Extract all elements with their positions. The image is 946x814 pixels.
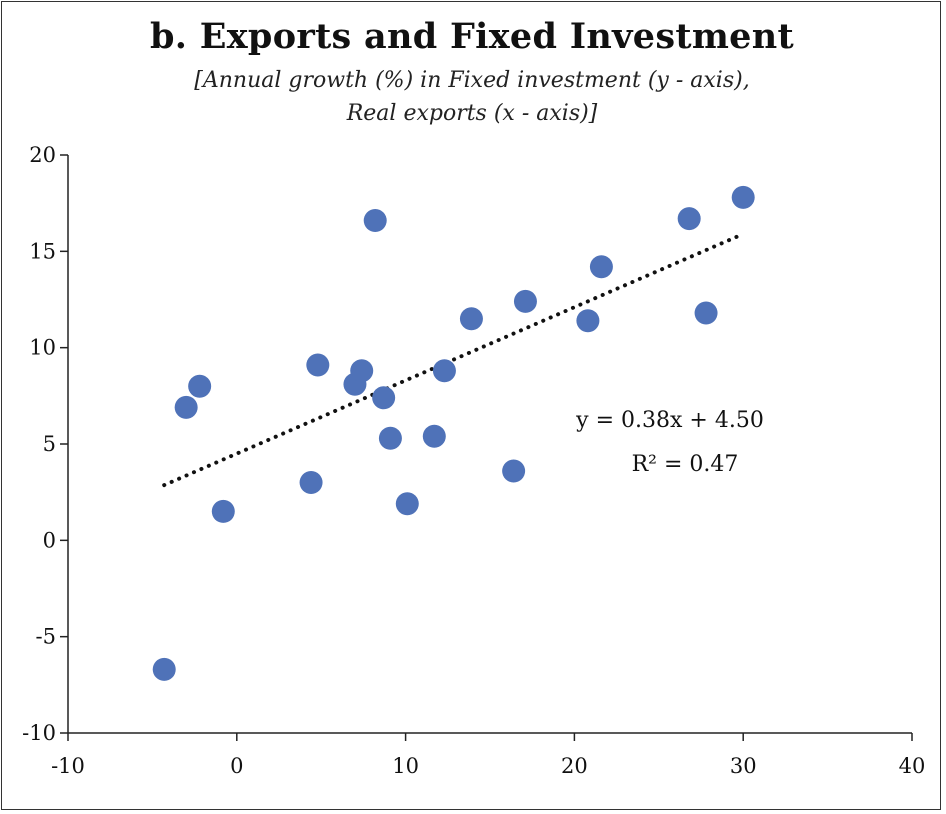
- data-point: [299, 471, 323, 495]
- data-point: [432, 359, 456, 383]
- x-tick-label: 30: [730, 754, 757, 778]
- data-point: [378, 426, 402, 450]
- y-tick-label: -10: [22, 721, 56, 745]
- chart-title: b. Exports and Fixed Investment: [150, 16, 794, 57]
- data-point: [694, 301, 718, 325]
- axes: -10 -5 0 5 10 15 20 -10 0 10 20 30 40: [22, 143, 925, 778]
- y-tick-label: 10: [29, 336, 56, 360]
- data-point: [459, 307, 483, 331]
- data-point: [211, 499, 235, 523]
- y-tick-label: 0: [43, 528, 56, 552]
- data-point: [677, 207, 701, 231]
- data-point: [350, 359, 374, 383]
- data-point: [576, 309, 600, 333]
- data-point: [513, 289, 537, 313]
- data-point: [372, 386, 396, 410]
- data-point: [395, 492, 419, 516]
- data-point: [363, 209, 387, 233]
- trendline-equation: y = 0.38x + 4.50: [575, 408, 764, 433]
- data-point: [502, 459, 526, 483]
- y-tick-label: 5: [43, 432, 56, 456]
- x-tick-label: 40: [899, 754, 926, 778]
- x-tick-label: 20: [561, 754, 588, 778]
- data-point: [589, 255, 613, 279]
- y-tick-label: 15: [29, 239, 56, 263]
- trendline-r-squared: R² = 0.47: [632, 452, 739, 477]
- data-point: [306, 353, 330, 377]
- data-point: [422, 424, 446, 448]
- trendline-group: [162, 231, 746, 488]
- chart-subtitle-line-2: Real exports (x - axis)]: [346, 101, 598, 126]
- chart-subtitle-line-1: [Annual growth (%) in Fixed investment (…: [194, 68, 750, 93]
- y-tick-label: 20: [29, 143, 56, 167]
- data-point: [174, 395, 198, 419]
- trendline: [162, 231, 746, 488]
- x-tick-label: -10: [51, 754, 85, 778]
- x-tick-label: 10: [392, 754, 419, 778]
- data-points: [152, 185, 755, 681]
- data-point: [152, 657, 176, 681]
- data-point: [188, 374, 212, 398]
- data-point: [731, 185, 755, 209]
- x-tick-label: 0: [230, 754, 243, 778]
- y-tick-label: -5: [36, 625, 56, 649]
